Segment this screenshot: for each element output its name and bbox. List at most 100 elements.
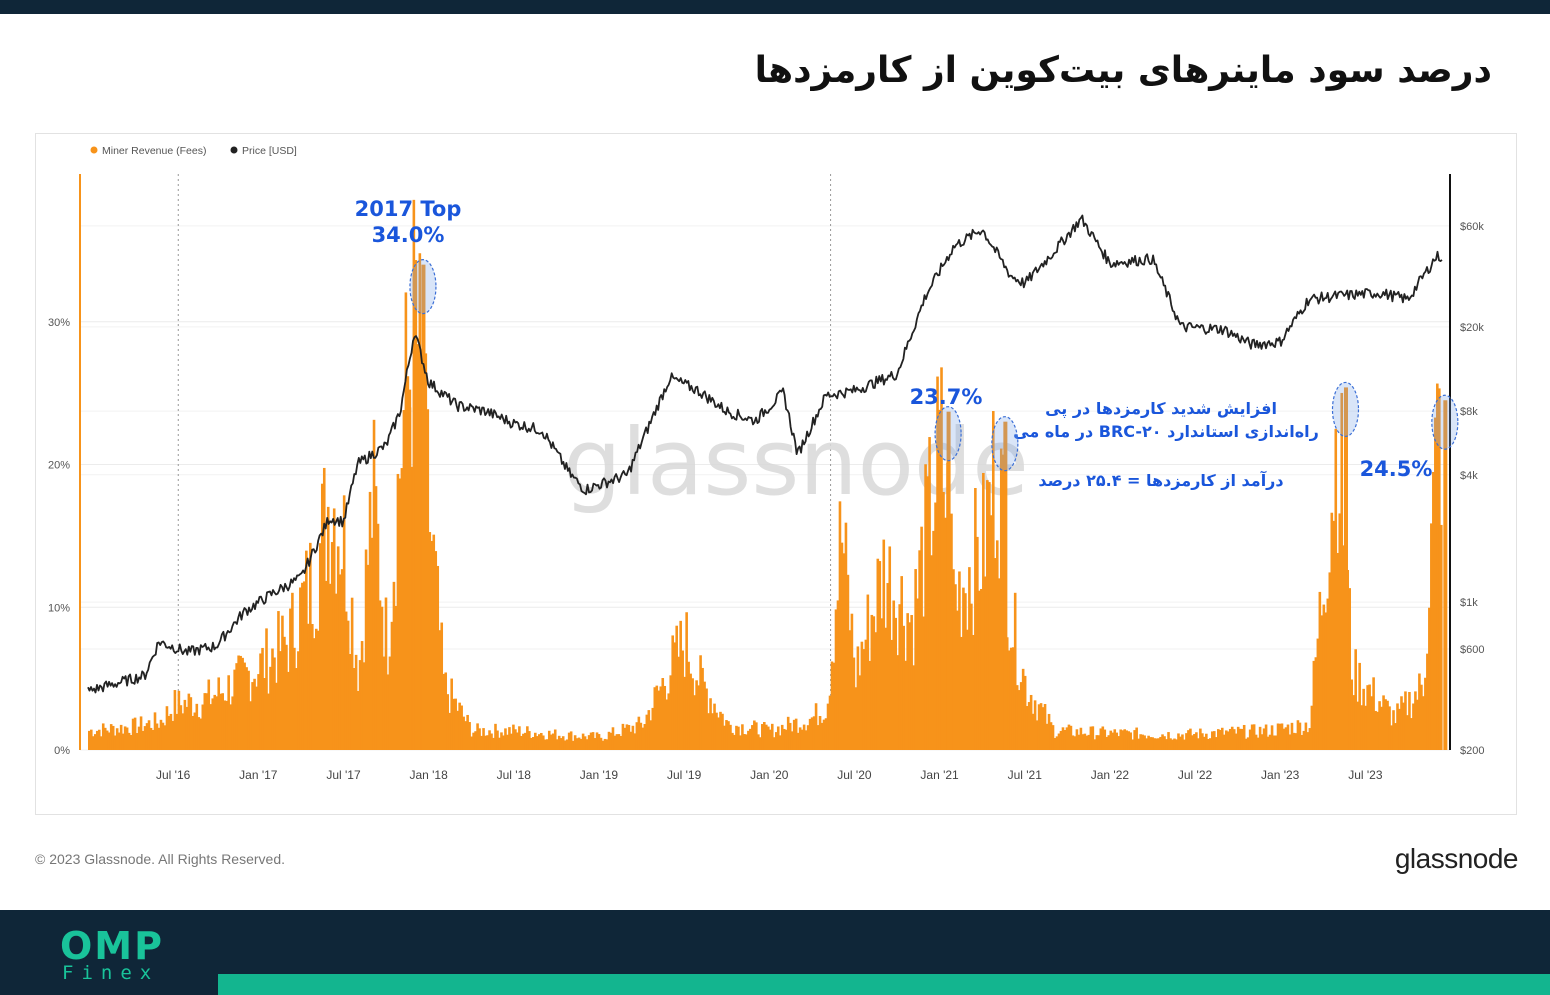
fees-bar: [281, 615, 284, 750]
fees-bar: [1181, 734, 1184, 750]
fees-bar: [1242, 724, 1246, 750]
fees-bar: [1091, 726, 1095, 750]
fees-bar: [1364, 705, 1367, 750]
fees-bar: [770, 723, 774, 750]
fees-bar: [145, 723, 149, 750]
fees-bar: [229, 704, 232, 750]
fees-bar: [1254, 734, 1258, 750]
fees-bar: [1163, 736, 1166, 750]
annotations: 2017 Top 34.0% 23.7% افزایش شدید کارمزده…: [355, 197, 1459, 490]
fees-bar: [342, 495, 346, 750]
fees-bar: [984, 576, 987, 750]
fees-bar: [1039, 703, 1043, 750]
x-tick-11: Jan '22: [1091, 768, 1130, 782]
fees-bar: [850, 613, 854, 750]
fees-bar: [444, 672, 448, 750]
fees-bar: [442, 673, 446, 750]
fees-bar: [1101, 726, 1105, 750]
fees-bar: [390, 621, 394, 750]
fees-bar: [488, 730, 491, 750]
fees-bar: [175, 713, 179, 750]
fees-bar: [428, 532, 432, 750]
fees-bar: [603, 738, 607, 750]
fees-bar: [291, 592, 294, 750]
fees-bar: [484, 735, 487, 750]
fees-bar: [287, 671, 290, 750]
fees-bar: [541, 735, 545, 750]
y-right-tick-3: $4k: [1460, 470, 1478, 482]
fees-bar: [1350, 679, 1353, 750]
fees-bar: [1083, 733, 1087, 750]
fees-bar: [643, 724, 647, 750]
fees-bar: [792, 719, 796, 750]
fees-bar: [271, 648, 274, 750]
fees-bar: [1047, 713, 1051, 750]
fees-bar: [776, 726, 780, 750]
fees-bar: [878, 561, 882, 750]
fees-bar: [1406, 715, 1409, 750]
fees-bar: [888, 546, 892, 750]
fees-bar: [880, 618, 884, 750]
fees-bar: [430, 540, 434, 750]
fees-bar: [293, 647, 296, 750]
fees-bar: [591, 732, 595, 750]
fees-bar: [551, 733, 555, 750]
fees-bar: [322, 467, 326, 750]
fees-bar: [651, 707, 655, 750]
x-tick-9: Jan '21: [920, 768, 959, 782]
fees-bar: [814, 703, 818, 750]
omp-logo-subtitle: Finex: [62, 962, 160, 984]
fees-bar: [725, 720, 728, 750]
fees-bar: [203, 693, 207, 750]
fees-bar: [1286, 724, 1290, 750]
fees-bar: [766, 726, 770, 750]
fees-bar: [890, 639, 894, 750]
price-series: [87, 214, 1443, 694]
fees-bar: [1340, 392, 1344, 750]
fees-bar: [1398, 708, 1401, 750]
fees-bar: [205, 693, 209, 750]
fees-bar: [617, 734, 621, 750]
fees-bar: [1019, 682, 1023, 750]
fees-bar: [735, 725, 738, 750]
fees-bar: [1135, 727, 1138, 750]
fees-bar: [713, 703, 716, 750]
fees-bar: [1394, 723, 1397, 750]
fees-bar: [1195, 732, 1198, 750]
fees-bar: [235, 663, 238, 750]
fees-bar: [1043, 704, 1047, 750]
fees-bar: [928, 437, 931, 750]
fees-bar: [910, 615, 913, 750]
fees-bar: [167, 715, 171, 750]
fees-bar: [683, 676, 686, 750]
fees-bar: [1099, 728, 1103, 750]
fees-bar: [522, 733, 525, 750]
fees-bar: [926, 476, 929, 750]
fees-bar: [434, 551, 438, 750]
fees-bar: [452, 698, 455, 750]
fees-bar: [1213, 731, 1216, 750]
fees-bar: [1027, 702, 1031, 750]
fees-bar: [193, 712, 197, 750]
fees-bar: [1033, 700, 1037, 750]
fees-bar: [759, 737, 762, 750]
fees-bar: [1246, 737, 1250, 750]
fees-bar: [1284, 727, 1288, 750]
fees-bar: [165, 706, 169, 750]
fees-bar: [595, 732, 599, 750]
fees-bar: [1374, 710, 1377, 750]
fees-bar: [966, 629, 969, 750]
fees-bar: [412, 199, 416, 751]
fees-bar: [225, 700, 228, 750]
fees-bar: [667, 693, 671, 750]
fees-bar: [253, 678, 256, 750]
fees-bar: [982, 472, 985, 750]
fees-bar: [691, 678, 694, 750]
fees-bar: [830, 661, 834, 750]
y-right-tick-6: $60k: [1460, 221, 1484, 233]
fees-bar: [866, 594, 870, 750]
fees-bar: [1173, 738, 1176, 750]
fees-bar: [1103, 729, 1107, 750]
fees-bar: [121, 733, 125, 750]
fees-bar: [1015, 685, 1019, 750]
